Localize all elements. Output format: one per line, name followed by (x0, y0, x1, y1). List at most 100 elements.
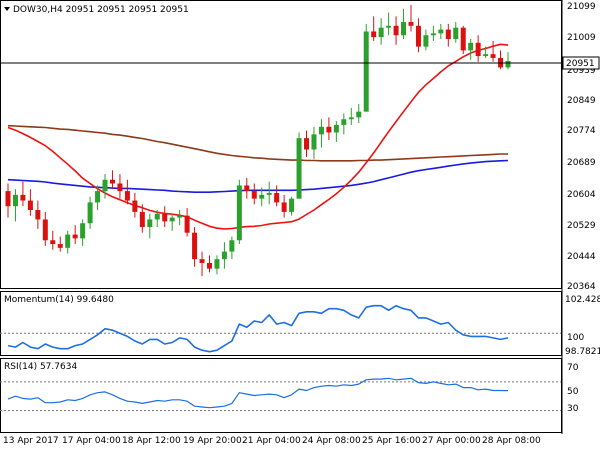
current-price-tag (562, 56, 600, 70)
candle-body (318, 126, 324, 135)
candle-body (169, 217, 175, 222)
candle-body (35, 210, 41, 220)
candle-body (341, 119, 347, 125)
momentum-tick-label: 100 (567, 333, 584, 343)
price-tick-label: 20364 (567, 282, 596, 292)
candle-body (393, 25, 399, 36)
collapse-triangle-icon[interactable] (4, 7, 10, 11)
candle-body (5, 191, 11, 207)
candle-body (244, 185, 250, 192)
rsi-pane-frame (0, 358, 562, 433)
candle-body (124, 191, 130, 201)
candle-body (184, 215, 190, 233)
time-tick-label: 17 Apr 04:00 (62, 436, 121, 446)
candle-body (147, 219, 153, 228)
candle-body (408, 22, 414, 26)
candle-body (401, 22, 407, 36)
sma200-line (7, 124, 508, 162)
candle-body (229, 240, 235, 252)
candle-body (177, 215, 183, 218)
candle-body (363, 31, 369, 112)
price-tick-label: 20604 (567, 190, 596, 200)
candle-body (27, 200, 33, 211)
candle-body (162, 213, 168, 222)
candle-body (438, 29, 444, 34)
time-tick-label: 21 Apr 04:00 (242, 436, 301, 446)
rsi-title: RSI(14) 57.7634 (4, 362, 77, 372)
candle-body (57, 244, 63, 248)
candle-body (154, 213, 160, 220)
candle-body (266, 192, 272, 195)
time-tick-label: 28 Apr 08:00 (482, 436, 541, 446)
candle-body (221, 251, 227, 260)
momentum-line (7, 304, 509, 353)
candle-body (505, 60, 511, 68)
time-tick-label: 18 Apr 12:00 (122, 436, 181, 446)
rsi-tick-label: 30 (567, 404, 579, 414)
candle-body (214, 259, 220, 269)
time-tick-label: 13 Apr 2017 (3, 436, 59, 446)
candle-body (311, 134, 317, 150)
time-tick-label: 25 Apr 16:00 (362, 436, 421, 446)
candle-body (20, 194, 26, 201)
candle-body (445, 29, 451, 40)
candle-body (72, 234, 78, 239)
candle-body (415, 25, 421, 47)
price-series-layer (5, 5, 511, 277)
candle-body (65, 234, 71, 248)
price-tick-label: 20444 (567, 252, 596, 262)
candle-body (289, 198, 295, 212)
time-tick-label: 27 Apr 00:00 (422, 436, 481, 446)
candle-body (80, 223, 86, 239)
price-tick-label: 20529 (567, 221, 596, 231)
candle-body (348, 117, 354, 120)
rsi-tick-label: 50 (567, 387, 579, 397)
sma100-line (7, 159, 509, 193)
time-tick-label: 19 Apr 20:00 (183, 436, 242, 446)
candle-body (251, 191, 257, 199)
momentum-series-layer (0, 304, 561, 353)
candle-body (102, 179, 108, 192)
candle-body (281, 202, 287, 212)
candle-body (453, 27, 459, 40)
price-tick-label: 20939 (567, 66, 596, 76)
candle-body (274, 192, 280, 203)
candle-body (42, 219, 48, 241)
candle-body (132, 200, 138, 212)
candle-body (326, 126, 332, 133)
candle-body (386, 25, 392, 28)
candle-body (296, 138, 302, 199)
price-tick-label: 20774 (567, 126, 596, 136)
candle-body (490, 54, 496, 58)
candle-body (236, 185, 242, 241)
rsi-line (7, 377, 509, 409)
candle-body (259, 194, 265, 199)
time-axis-labels: 13 Apr 2017 17 Apr 04:00 18 Apr 12:00 19… (3, 436, 541, 446)
momentum-tick-label: 102.4286 (565, 295, 600, 305)
candle-body (460, 27, 466, 51)
momentum-title: Momentum(14) 99.6480 (4, 295, 114, 305)
time-tick-label: 24 Apr 08:00 (302, 436, 361, 446)
candle-body (475, 42, 481, 57)
price-tick-label: 20689 (567, 158, 596, 168)
candle-body (371, 31, 377, 38)
candle-body (483, 54, 489, 57)
candle-body (356, 111, 362, 118)
candle-body (87, 202, 93, 224)
price-tick-label: 20849 (567, 96, 596, 106)
candle-body (333, 124, 339, 133)
candle-body (423, 35, 429, 47)
candle-body (117, 183, 123, 192)
candle-body (430, 33, 436, 36)
candle-body (378, 27, 384, 38)
sma20-line (7, 43, 509, 230)
candle-body (304, 138, 310, 150)
candle-body (95, 191, 101, 203)
candle-body (50, 240, 56, 245)
rsi-tick-label: 70 (567, 363, 579, 373)
momentum-tick-label: 98.7821 (565, 347, 600, 357)
price-axis-labels: 21099 21009 20939 20849 20774 20689 2060… (567, 2, 596, 292)
candle-body (12, 194, 18, 207)
current-price-label: 20951 (566, 59, 595, 69)
